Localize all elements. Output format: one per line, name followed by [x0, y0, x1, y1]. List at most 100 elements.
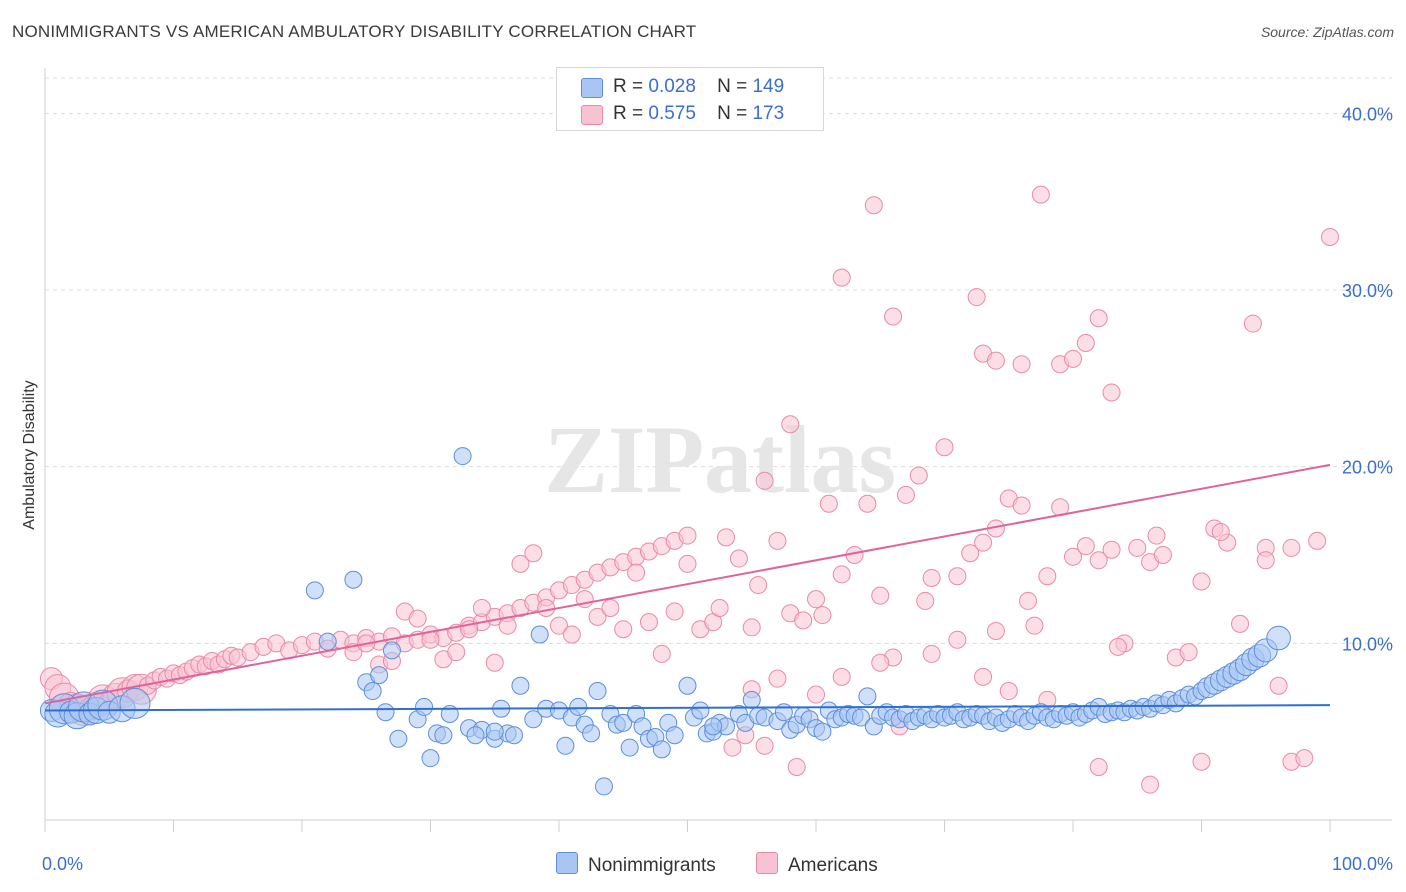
american-point: [1243, 314, 1262, 333]
nonimmigrant-point: [851, 708, 870, 727]
nonimmigrant-point: [511, 676, 530, 695]
american-point: [974, 533, 993, 552]
american-point: [935, 438, 954, 457]
american-point: [787, 758, 806, 776]
tick-labels: 10.0% 20.0% 30.0% 40.0% 0.0% 100.0%: [42, 104, 1393, 874]
american-point: [755, 471, 774, 490]
nonimmigrant-point: [466, 726, 485, 745]
american-point: [922, 568, 941, 587]
nonimmigrant-point: [858, 687, 877, 706]
nonimmigrant-point: [389, 729, 408, 748]
american-point: [755, 736, 774, 755]
nonimmigrant-point: [434, 726, 453, 745]
american-point: [864, 196, 883, 215]
x-tick-label: 0.0%: [42, 854, 83, 874]
american-point: [710, 599, 729, 617]
american-point: [588, 607, 607, 626]
american-point: [986, 621, 1005, 640]
american-point: [1153, 546, 1172, 564]
nonimmigrant-point: [318, 632, 337, 651]
nonimmigrant-point: [582, 724, 601, 743]
nonimmigrant-point: [505, 726, 524, 745]
american-point: [550, 616, 568, 635]
y-tick-label: 20.0%: [1342, 458, 1393, 478]
nonimmigrant-point: [415, 697, 434, 716]
nonimmigrant-point: [742, 690, 761, 709]
american-point: [1128, 538, 1147, 557]
american-point: [537, 599, 556, 617]
american-point: [742, 618, 761, 637]
chart-title: NONIMMIGRANTS VS AMERICAN AMBULATORY DIS…: [12, 22, 697, 41]
legend-label: Americans: [788, 855, 878, 876]
american-point: [1108, 637, 1127, 656]
american-point: [832, 268, 851, 287]
american-point: [1064, 547, 1082, 566]
american-point: [1192, 752, 1211, 771]
nonimmigrant-point: [652, 740, 671, 759]
american-point: [858, 494, 877, 513]
n-label: N =: [717, 76, 748, 97]
american-point: [1179, 643, 1198, 662]
american-point: [807, 685, 825, 704]
american-point: [986, 351, 1005, 370]
nonimmigrants-trend-line: [44, 704, 1331, 712]
american-point: [1282, 538, 1301, 557]
american-point: [909, 466, 928, 485]
american-point: [678, 526, 697, 545]
legend-item-nonimmigrants: Nonimmigrants: [556, 852, 716, 877]
american-point: [562, 625, 581, 644]
american-point: [967, 288, 986, 307]
american-point: [916, 591, 935, 610]
american-point: [639, 613, 658, 632]
american-point: [665, 602, 684, 621]
nonimmigrant-point: [453, 447, 472, 466]
american-point: [723, 738, 742, 757]
r-label: R =: [613, 76, 644, 97]
nonimmigrant-point: [1266, 625, 1291, 651]
american-point: [922, 644, 941, 663]
american-point: [768, 531, 787, 550]
nonimmigrant-point: [614, 713, 633, 732]
trend-lines: [44, 463, 1331, 712]
nonimmigrant-point: [678, 676, 697, 695]
legend-item-americans: Americans: [756, 852, 878, 877]
american-point: [999, 682, 1018, 701]
american-point: [832, 667, 851, 686]
american-point: [781, 415, 800, 434]
american-point: [1038, 567, 1057, 586]
legend-swatch-pink: [581, 105, 603, 125]
nonimmigrant-point: [813, 722, 832, 741]
grid: [45, 77, 1392, 644]
y-tick-label: 10.0%: [1342, 634, 1393, 654]
nonimmigrant-point: [774, 703, 793, 722]
american-point: [832, 565, 851, 584]
american-point: [884, 307, 903, 326]
american-point: [794, 611, 813, 630]
american-point: [1147, 526, 1166, 545]
american-point: [1089, 758, 1108, 776]
nonimmigrant-point: [556, 736, 575, 755]
nonimmigrant-point: [665, 726, 684, 745]
american-point: [1192, 572, 1211, 591]
american-point: [1076, 334, 1095, 352]
american-point: [1102, 540, 1121, 559]
legend-swatch-blue: [556, 852, 578, 874]
american-point: [614, 620, 633, 639]
american-point: [948, 630, 967, 649]
nonimmigrant-point: [524, 710, 543, 729]
source-label: Source: ZipAtlas.com: [1260, 24, 1394, 40]
american-point: [896, 485, 915, 504]
nonimmigrant-point: [376, 703, 395, 722]
r-value: 0.028: [648, 76, 696, 97]
american-point: [807, 590, 825, 609]
nonimmigrant-point: [119, 687, 151, 719]
american-point: [1064, 349, 1082, 368]
americans-trend-line: [44, 463, 1331, 705]
american-point: [813, 606, 832, 625]
r-label: R =: [613, 103, 644, 124]
legend-label: Nonimmigrants: [588, 855, 716, 876]
american-point: [524, 544, 543, 563]
nonimmigrant-point: [305, 581, 324, 600]
nonimmigrant-point: [344, 570, 363, 589]
